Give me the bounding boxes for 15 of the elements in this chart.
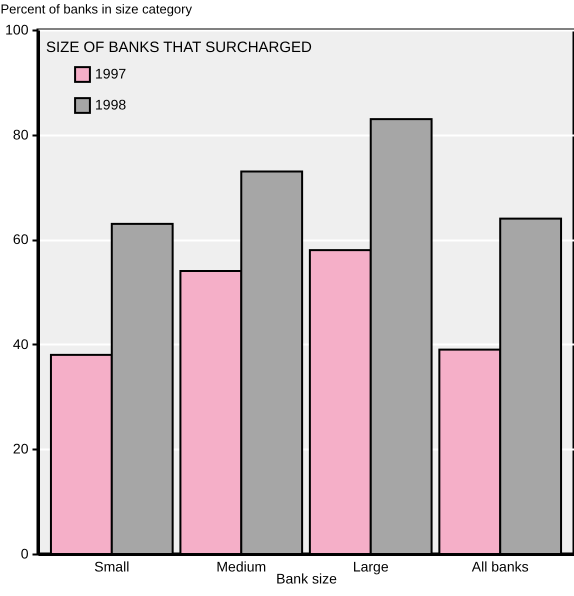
x-axis-title: Bank size: [276, 570, 338, 586]
y-tick-label: 60: [12, 231, 29, 248]
x-tick-label: Medium: [216, 558, 266, 574]
x-tick-label: Large: [352, 558, 389, 574]
y-axis-title: Percent of banks in size category: [0, 2, 192, 16]
y-tick-label: 100: [5, 22, 29, 38]
x-tick-label: All banks: [472, 558, 529, 574]
y-tick-label: 40: [12, 336, 29, 352]
y-tick-label: 80: [12, 126, 29, 142]
legend-label: 1997: [95, 66, 126, 82]
text: SIZE OF BANKS THAT SURCHARGED: [46, 39, 312, 56]
x-tick-label: Small: [94, 558, 130, 574]
legend-label: 1998: [95, 96, 126, 112]
y-tick-label: 0: [20, 546, 29, 562]
y-tick-label: 20: [12, 440, 29, 457]
